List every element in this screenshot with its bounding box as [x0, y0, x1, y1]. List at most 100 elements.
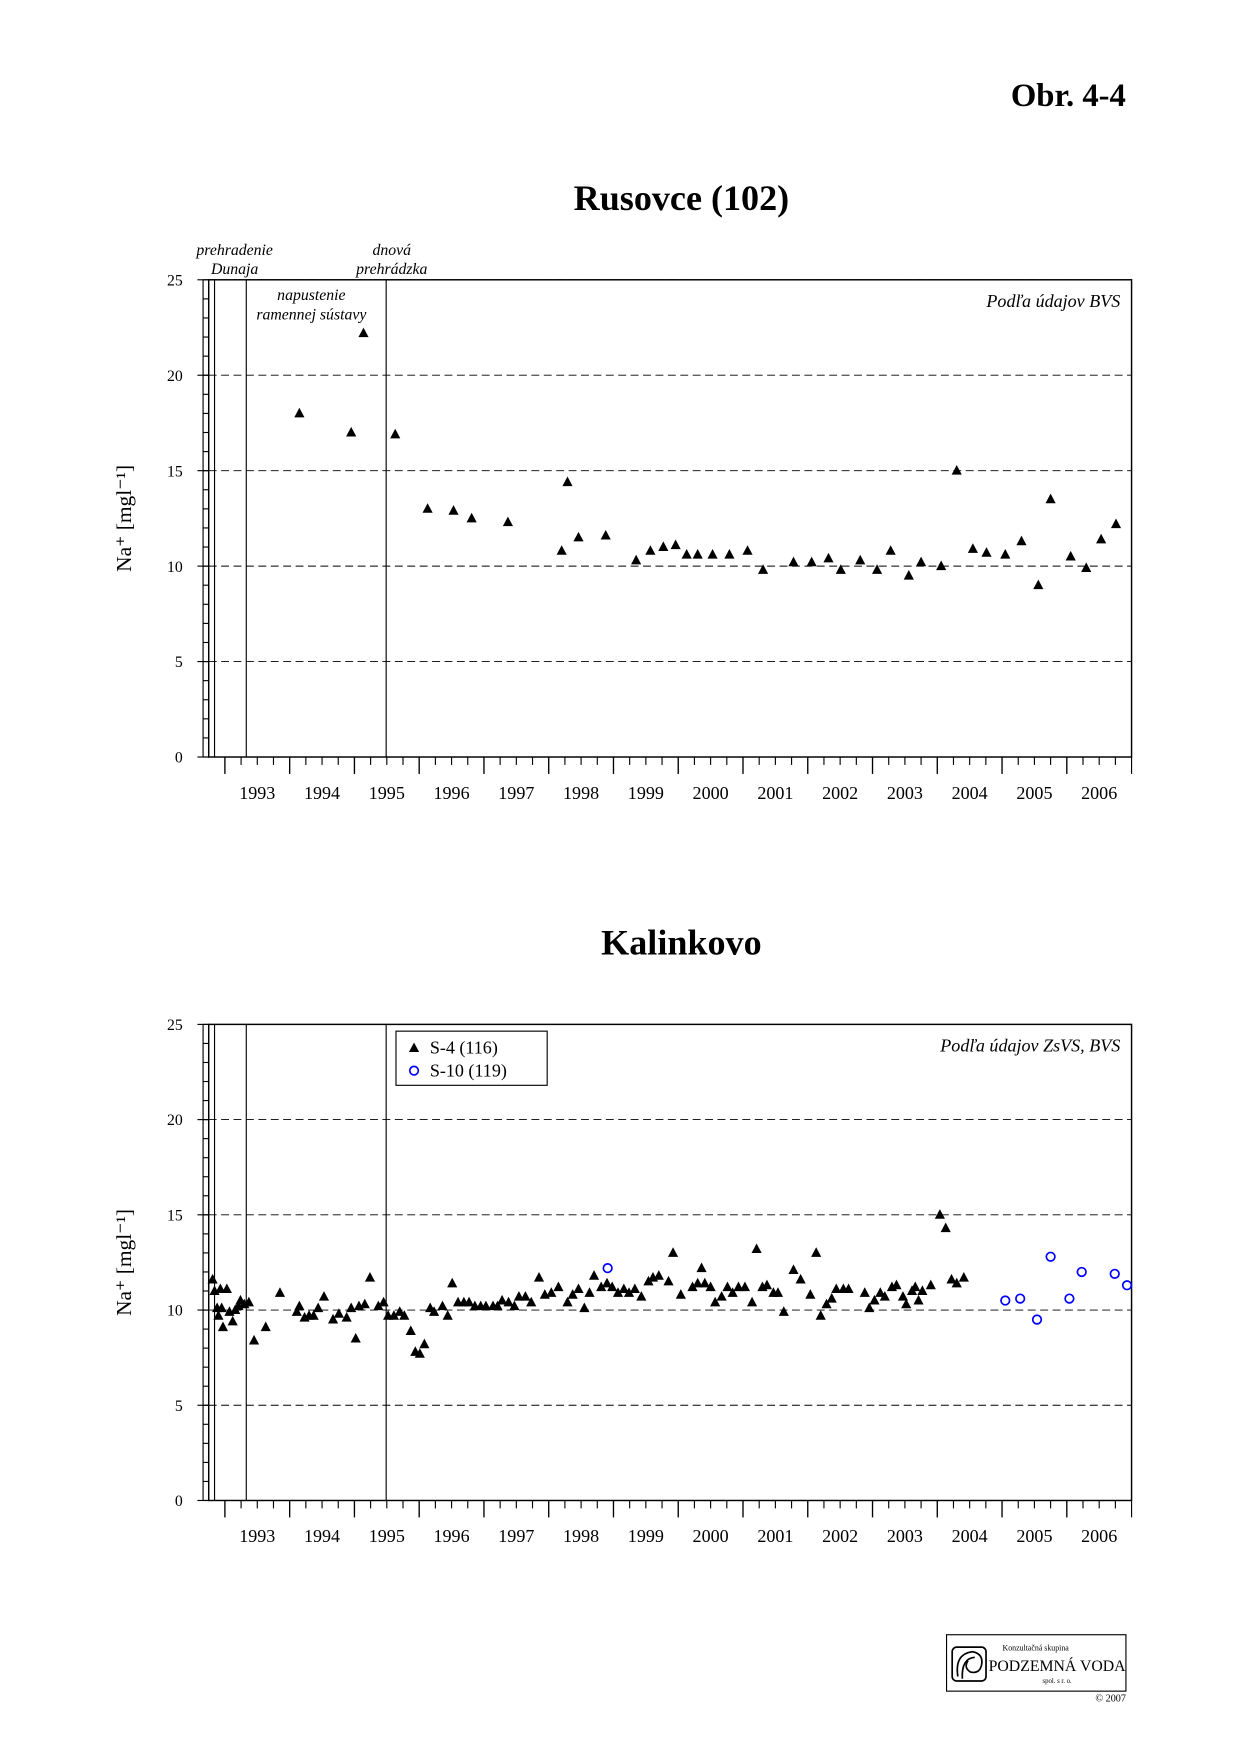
data-point — [879, 1291, 890, 1301]
data-point — [826, 1292, 837, 1303]
data-point — [707, 549, 718, 559]
data-point — [925, 1279, 936, 1290]
legend-frame — [395, 1030, 548, 1086]
data-point — [562, 1296, 573, 1307]
chart: Kalinkovo Na⁺ [mgl⁻¹] 0 5 10 15 20 25 1993 1994 19… — [112, 922, 1133, 1546]
x-tick-label: 2002 — [822, 1526, 858, 1546]
plot-frame — [207, 279, 1133, 758]
data-point — [217, 1321, 229, 1332]
data-point — [405, 1325, 416, 1335]
data-point — [805, 1289, 816, 1299]
x-tick-label: 2006 — [1081, 1526, 1117, 1546]
logo-line: spol. s r. o. — [1042, 1678, 1072, 1685]
data-point — [864, 1302, 875, 1313]
data-point — [823, 552, 834, 563]
data-point — [1016, 535, 1027, 546]
data-point — [821, 1298, 832, 1309]
data-point — [658, 541, 669, 551]
data-point — [1110, 518, 1122, 529]
data-point — [675, 1289, 686, 1299]
data-point — [855, 554, 866, 565]
data-point — [859, 1287, 870, 1297]
data-point — [901, 1298, 912, 1309]
data-point — [940, 1222, 951, 1233]
data-point — [1081, 562, 1092, 572]
legend-marker — [408, 1042, 420, 1053]
x-tick-label: 2000 — [693, 1526, 729, 1546]
data-point — [778, 1306, 789, 1316]
data-point — [333, 1308, 344, 1318]
data-point — [788, 1264, 799, 1275]
x-tick-label: 1999 — [628, 1526, 664, 1546]
x-tick-label: 1998 — [563, 783, 599, 803]
data-point — [497, 1294, 508, 1305]
data-point — [875, 1287, 886, 1297]
x-tick-label: 1993 — [239, 783, 275, 803]
data-point — [579, 1302, 590, 1313]
data-point — [981, 547, 992, 557]
data-point — [364, 1272, 376, 1282]
data-point — [739, 1281, 751, 1292]
data-point — [696, 1262, 707, 1273]
data-point — [716, 1291, 727, 1301]
y-tick-label: 25 — [167, 272, 183, 289]
data-point — [811, 1247, 822, 1257]
data-point — [1045, 1251, 1056, 1262]
data-point — [806, 556, 817, 567]
data-point — [533, 1272, 545, 1282]
data-point — [573, 531, 584, 542]
x-tick-label: 1996 — [434, 783, 470, 803]
y-tick-label: 20 — [167, 368, 183, 385]
x-tick-label: 1997 — [498, 783, 534, 803]
data-point — [1064, 1293, 1075, 1304]
data-point — [1033, 579, 1044, 590]
legend-label: S-10 (119) — [430, 1060, 507, 1081]
y-tick-label: 5 — [175, 1398, 183, 1415]
data-point — [513, 1291, 524, 1301]
logo: Konzultačná skupina PODZEMNÁ VODA spol. … — [945, 1634, 1127, 1704]
data-point — [442, 1310, 453, 1320]
data-point — [567, 1289, 578, 1299]
data-point — [705, 1281, 716, 1292]
x-tick-label: 1996 — [434, 1526, 470, 1546]
data-point — [480, 1300, 491, 1311]
data-point — [670, 539, 681, 550]
data-point — [951, 465, 962, 475]
data-point — [584, 1287, 595, 1297]
data-point — [871, 564, 883, 574]
logo-frame — [945, 1634, 1127, 1692]
event-label: Dunaja — [210, 261, 258, 278]
x-tick-label: 2001 — [757, 1526, 793, 1546]
data-point — [358, 327, 369, 338]
data-point — [936, 560, 947, 571]
data-point — [722, 1281, 733, 1292]
data-point — [463, 1296, 475, 1307]
data-point — [903, 570, 914, 580]
data-point — [667, 1247, 679, 1257]
data-point — [313, 1302, 324, 1313]
data-point — [815, 1310, 826, 1320]
data-point — [1031, 1314, 1043, 1325]
data-point — [318, 1291, 330, 1301]
data-point — [618, 1283, 629, 1294]
data-point — [388, 1310, 400, 1320]
data-point — [466, 512, 477, 523]
data-point — [502, 516, 513, 527]
data-point — [869, 1294, 880, 1305]
data-point — [227, 1315, 238, 1326]
data-point — [248, 1334, 260, 1345]
data-point — [692, 549, 703, 559]
data-point — [788, 556, 799, 567]
data-point — [607, 1281, 618, 1292]
plot-frame — [207, 1023, 1133, 1502]
y-tick-label: 10 — [167, 559, 183, 576]
data-point — [1096, 533, 1107, 544]
data-point — [710, 1296, 721, 1307]
data-point — [916, 556, 927, 567]
x-tick-label: 2001 — [757, 783, 793, 803]
x-tick-label: 1994 — [304, 1526, 340, 1546]
data-point — [1109, 1268, 1120, 1279]
x-tick-label: 1994 — [304, 783, 340, 803]
data-point — [913, 1294, 924, 1305]
